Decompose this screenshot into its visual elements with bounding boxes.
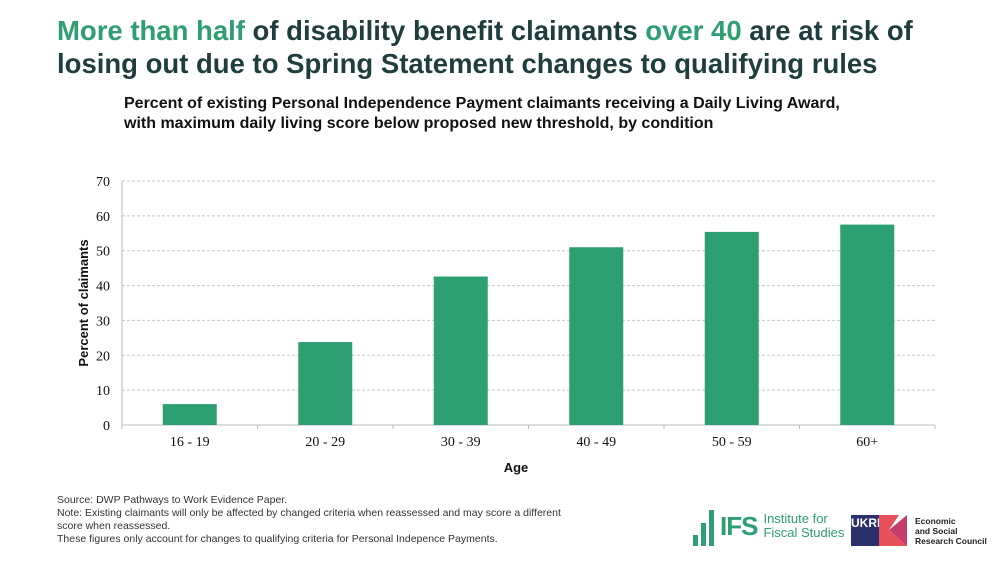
esrc-name: Economic bbox=[915, 515, 956, 526]
x-tick-label: 50 - 59 bbox=[712, 435, 752, 450]
esrc-logo: UKRI Economic and Social Research Counci… bbox=[851, 515, 987, 546]
x-tick-label: 60+ bbox=[856, 435, 878, 450]
y-axis-label: Percent of claimants bbox=[76, 239, 91, 366]
headline-part: are at risk of losing out due to Spring … bbox=[57, 15, 913, 79]
x-axis-label: Age bbox=[504, 460, 529, 475]
y-tick-label: 60 bbox=[96, 210, 110, 225]
ifs-bars-icon bbox=[693, 510, 714, 546]
headline: More than half of disability benefit cla… bbox=[57, 14, 997, 80]
chart-title: Percent of existing Personal Independenc… bbox=[124, 95, 840, 132]
ifs-mark: IFS bbox=[720, 510, 758, 541]
bar bbox=[162, 404, 217, 425]
headline-part: More than half bbox=[57, 15, 245, 46]
y-tick-label: 10 bbox=[96, 384, 110, 399]
esrc-name: and Social bbox=[915, 525, 958, 536]
bar bbox=[840, 224, 895, 425]
x-tick-label: 30 - 39 bbox=[441, 435, 481, 450]
bar bbox=[704, 231, 759, 425]
y-tick-label: 30 bbox=[96, 314, 110, 329]
y-tick-label: 70 bbox=[96, 175, 110, 190]
ukri-mark-icon: UKRI bbox=[851, 515, 907, 546]
y-tick-label: 20 bbox=[96, 349, 110, 364]
note: Note: Existing claimants will only be af… bbox=[57, 507, 561, 532]
y-tick-label: 40 bbox=[96, 280, 110, 295]
ifs-name: Fiscal Studies bbox=[763, 525, 845, 540]
ifs-name: Institute for bbox=[763, 511, 828, 526]
y-tick-label: 50 bbox=[96, 245, 110, 260]
x-tick-label: 20 - 29 bbox=[305, 435, 345, 450]
y-tick-label: 0 bbox=[103, 419, 110, 434]
x-tick-label: 16 - 19 bbox=[170, 435, 210, 450]
ifs-logo: IFS Institute for Fiscal Studies bbox=[693, 505, 844, 547]
note: These figures only account for changes t… bbox=[57, 533, 498, 545]
esrc-name: Research Council bbox=[915, 535, 987, 546]
source-note: Source: DWP Pathways to Work Evidence Pa… bbox=[57, 494, 288, 506]
bar bbox=[433, 276, 488, 425]
bar bbox=[569, 247, 624, 425]
headline-part: of disability benefit claimants bbox=[244, 15, 646, 46]
bar bbox=[298, 342, 353, 425]
notes: Source: DWP Pathways to Work Evidence Pa… bbox=[57, 494, 577, 546]
headline-part: over 40 bbox=[645, 15, 742, 46]
x-tick-label: 40 - 49 bbox=[576, 435, 616, 450]
